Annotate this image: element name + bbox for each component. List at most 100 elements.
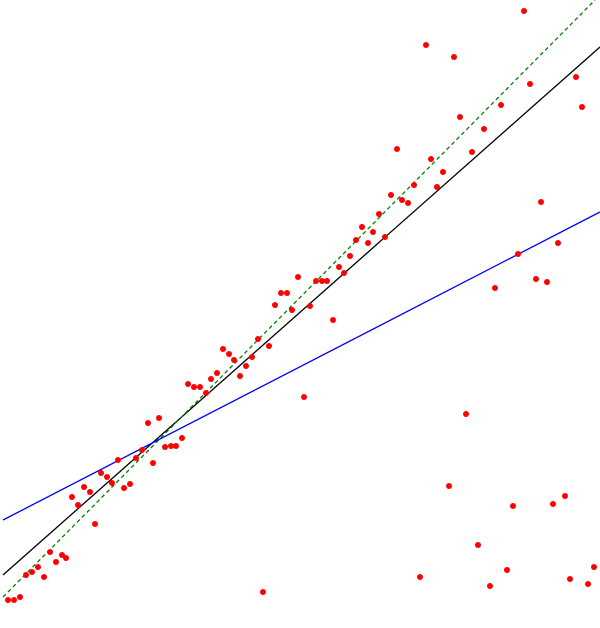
point (347, 253, 353, 259)
point (255, 336, 261, 342)
point (156, 415, 162, 421)
point (301, 394, 307, 400)
point (47, 549, 53, 555)
point (405, 200, 411, 206)
point (115, 457, 121, 463)
point (243, 363, 249, 369)
point (382, 234, 388, 240)
point (457, 114, 463, 120)
point (231, 357, 237, 363)
point (92, 521, 98, 527)
point (127, 481, 133, 487)
point (179, 435, 185, 441)
point (35, 564, 41, 570)
point (11, 597, 17, 603)
point (341, 270, 347, 276)
point (5, 597, 11, 603)
point (133, 455, 139, 461)
point (469, 149, 475, 155)
point (498, 102, 504, 108)
point (550, 501, 556, 507)
point (504, 567, 510, 573)
point (388, 192, 394, 198)
point (411, 182, 417, 188)
point (567, 576, 573, 582)
point (428, 156, 434, 162)
fit-line (2, 0, 596, 598)
point (423, 42, 429, 48)
point (307, 303, 313, 309)
point (475, 542, 481, 548)
point (226, 351, 232, 357)
point (446, 483, 452, 489)
point (521, 8, 527, 14)
point (324, 278, 330, 284)
point (376, 211, 382, 217)
point (544, 279, 550, 285)
point (591, 564, 597, 570)
point (197, 384, 203, 390)
point (23, 572, 29, 578)
point (208, 376, 214, 382)
fit-line (2, 46, 600, 576)
point (162, 444, 168, 450)
point (53, 559, 59, 565)
point (249, 354, 255, 360)
point (75, 502, 81, 508)
point (272, 302, 278, 308)
point (579, 104, 585, 110)
point (220, 346, 226, 352)
point (81, 484, 87, 490)
point (289, 307, 295, 313)
point (492, 285, 498, 291)
point (87, 489, 93, 495)
point (370, 229, 376, 235)
point (434, 184, 440, 190)
point (353, 237, 359, 243)
point (150, 460, 156, 466)
point (266, 343, 272, 349)
point (330, 317, 336, 323)
point (237, 373, 243, 379)
point (145, 420, 151, 426)
point (487, 583, 493, 589)
point (359, 224, 365, 230)
point (451, 54, 457, 60)
point (481, 126, 487, 132)
point (417, 574, 423, 580)
point (394, 146, 400, 152)
point (562, 493, 568, 499)
point (109, 480, 115, 486)
point (203, 390, 209, 396)
point (365, 240, 371, 246)
fit-line (2, 211, 600, 521)
point (260, 589, 266, 595)
point (104, 474, 110, 480)
point (527, 81, 533, 87)
point (319, 278, 325, 284)
point (515, 251, 521, 257)
point (284, 290, 290, 296)
point (191, 384, 197, 390)
point (185, 381, 191, 387)
point (295, 274, 301, 280)
point (555, 240, 561, 246)
point (98, 470, 104, 476)
point (440, 169, 446, 175)
point (399, 197, 405, 203)
point (41, 574, 47, 580)
point (69, 494, 75, 500)
point (121, 485, 127, 491)
point (168, 443, 174, 449)
point (585, 581, 591, 587)
point (214, 370, 220, 376)
point (336, 264, 342, 270)
point (313, 278, 319, 284)
point (463, 411, 469, 417)
point (510, 503, 516, 509)
point (173, 443, 179, 449)
point (17, 594, 23, 600)
point (29, 569, 35, 575)
